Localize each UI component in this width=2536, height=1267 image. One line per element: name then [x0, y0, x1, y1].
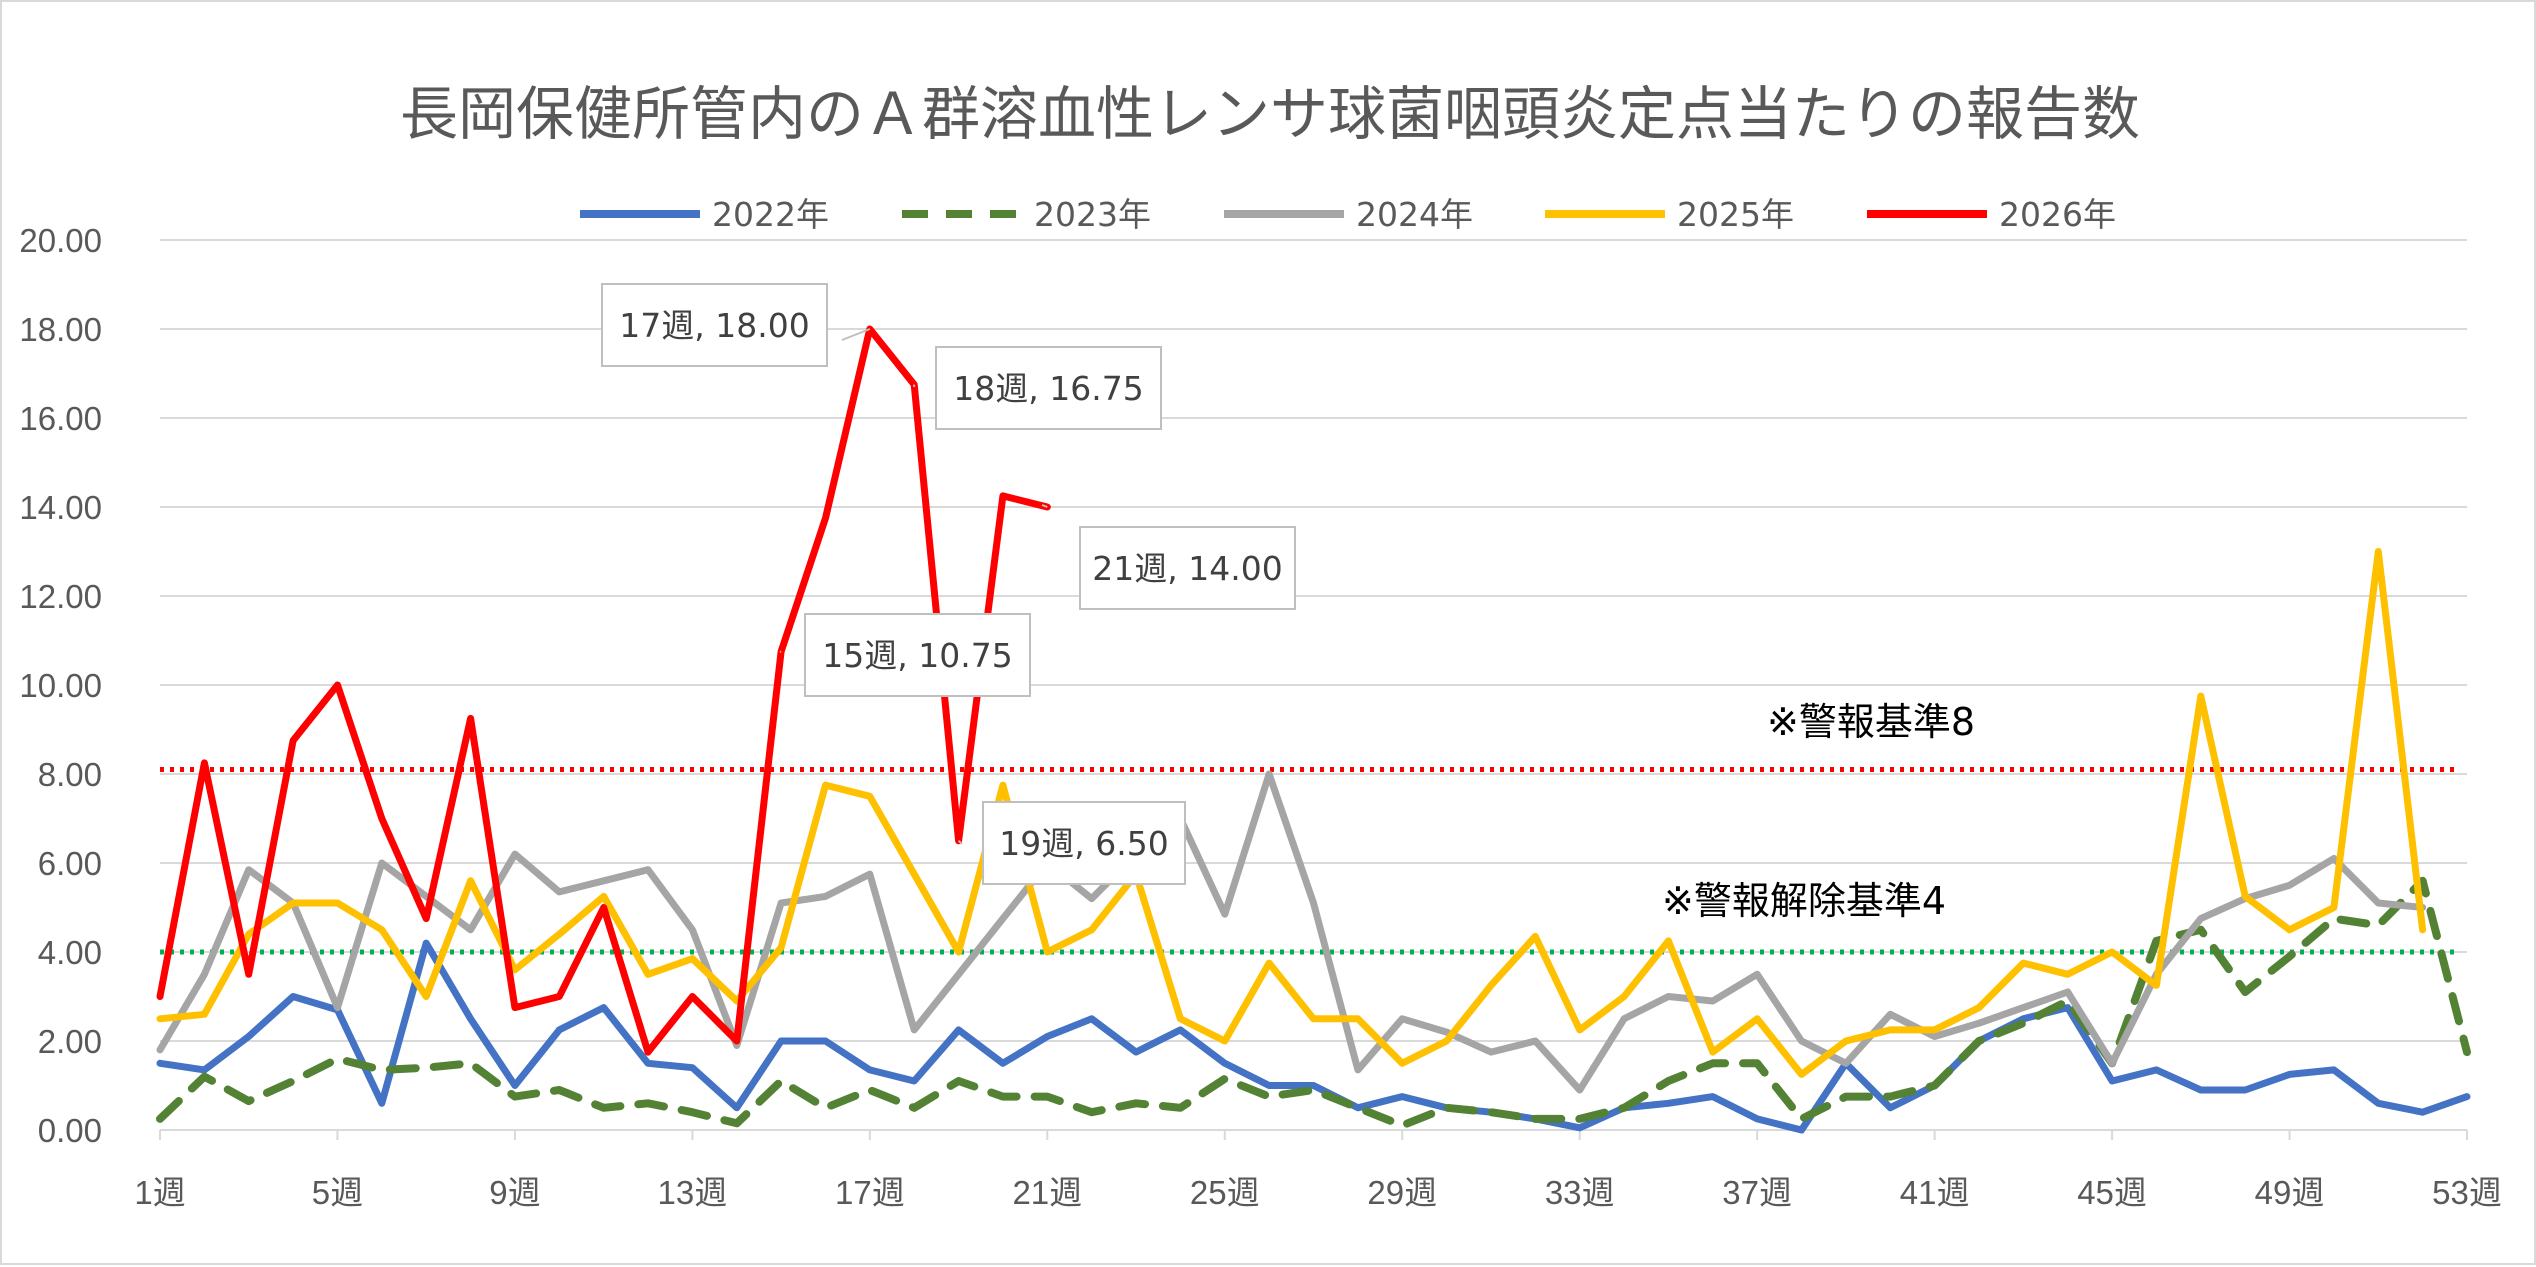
- x-tick-label: 13週: [658, 1174, 728, 1211]
- x-tick-label: 41週: [1900, 1174, 1970, 1211]
- x-tick-label: 25週: [1190, 1174, 1260, 1211]
- x-tick-label: 5週: [312, 1174, 363, 1211]
- y-tick-label: 12.00: [19, 578, 102, 615]
- legend-label: 2022年: [712, 195, 829, 234]
- data-label: 17週, 18.00: [619, 306, 809, 345]
- x-tick-label: 37週: [1722, 1174, 1792, 1211]
- data-label: 19週, 6.50: [999, 824, 1168, 863]
- y-tick-label: 6.00: [38, 845, 102, 882]
- data-label: 21週, 14.00: [1092, 549, 1282, 588]
- x-tick-label: 9週: [489, 1174, 540, 1211]
- alert-threshold-label: ※警報基準8: [1767, 700, 1975, 744]
- series-line-2025年: [160, 552, 2423, 1075]
- y-tick-label: 8.00: [38, 756, 102, 793]
- y-tick-label: 0.00: [38, 1112, 102, 1149]
- legend: 2022年 2023年 2024年 2025年 2026年: [580, 195, 2116, 234]
- x-tick-label: 1週: [134, 1174, 185, 1211]
- x-axis-ticks: 1週 5週 9週 13週 17週 21週 25週 29週 33週 37週 41週 45週 49週 53週: [134, 1130, 2502, 1211]
- reference-lines: ※警報基準8 ※警報解除基準4: [160, 700, 2457, 952]
- y-tick-label: 2.00: [38, 1023, 102, 1060]
- x-tick-label: 29週: [1367, 1174, 1437, 1211]
- data-label-callouts: 17週, 18.00 18週, 16.75 21週, 14.00 15週, 10.75…: [602, 284, 1295, 884]
- y-tick-label: 18.00: [19, 311, 102, 348]
- x-tick-label: 53週: [2432, 1174, 2502, 1211]
- data-label: 15週, 10.75: [822, 636, 1012, 675]
- alert-clear-threshold-label: ※警報解除基準4: [1662, 879, 1946, 923]
- y-tick-label: 4.00: [38, 934, 102, 971]
- x-tick-label: 49週: [2255, 1174, 2325, 1211]
- legend-label: 2024年: [1356, 195, 1473, 234]
- series-lines: [160, 329, 2467, 1130]
- x-tick-label: 21週: [1012, 1174, 1082, 1211]
- chart-title: 長岡保健所管内のＡ群溶血性レンサ球菌咽頭炎定点当たりの報告数: [400, 80, 2140, 148]
- y-tick-label: 10.00: [19, 667, 102, 704]
- legend-label: 2026年: [1999, 195, 2116, 234]
- gridlines: [160, 240, 2467, 1130]
- y-tick-label: 20.00: [19, 222, 102, 259]
- legend-label: 2023年: [1034, 195, 1151, 234]
- legend-label: 2025年: [1677, 195, 1794, 234]
- x-tick-label: 33週: [1545, 1174, 1615, 1211]
- x-tick-label: 17週: [835, 1174, 905, 1211]
- y-axis-ticks: 0.00 2.00 4.00 6.00 8.00 10.00 12.00 14.00 16.00…: [19, 222, 102, 1149]
- data-label: 18週, 16.75: [953, 369, 1143, 408]
- y-tick-label: 14.00: [19, 489, 102, 526]
- y-tick-label: 16.00: [19, 400, 102, 437]
- x-tick-label: 45週: [2077, 1174, 2147, 1211]
